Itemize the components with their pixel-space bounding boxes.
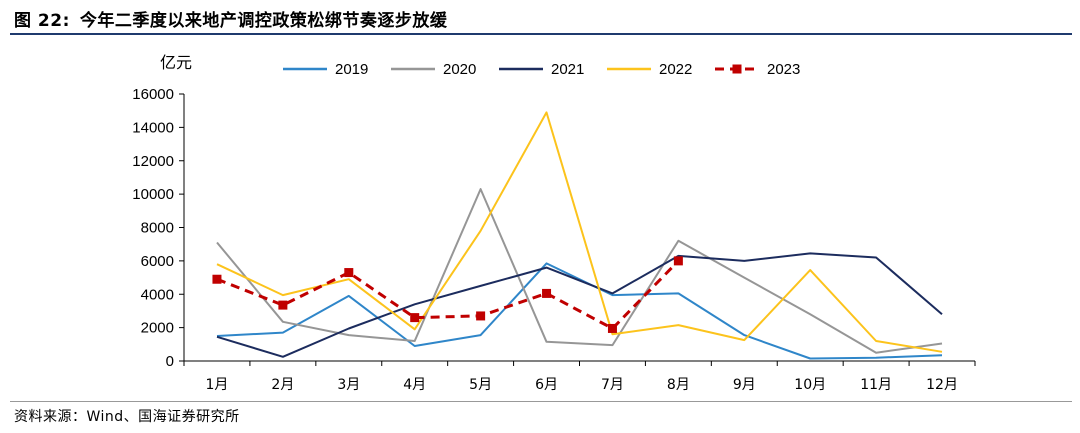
legend-marker-2023 <box>732 64 742 74</box>
data-point-2023 <box>212 274 222 284</box>
data-point-2023 <box>673 256 683 266</box>
chart-legend: 2019 2020 2021 2022 2023 <box>283 61 800 78</box>
y-tick-label: 12000 <box>132 153 174 170</box>
legend-label-2022: 2022 <box>659 61 692 78</box>
x-tick-label: 10月 <box>794 377 826 393</box>
x-tick-label: 11月 <box>860 377 892 393</box>
y-axis-unit: 亿元 <box>160 53 192 72</box>
legend-label-2021: 2021 <box>551 61 584 78</box>
x-tick-label: 2月 <box>271 377 294 393</box>
source-divider <box>10 401 1072 402</box>
data-point-2023 <box>542 288 552 298</box>
x-tick-label: 1月 <box>205 377 228 393</box>
series-line-2023 <box>216 259 680 330</box>
x-tick-label: 4月 <box>403 377 426 393</box>
data-point-2023 <box>344 268 354 278</box>
series-line-2019 <box>216 262 943 360</box>
x-tick-label: 3月 <box>337 377 360 393</box>
data-point-2023 <box>410 313 420 323</box>
x-tick-label: 8月 <box>667 377 690 393</box>
data-point-2023 <box>278 300 288 310</box>
series-line-2022 <box>216 111 943 353</box>
y-tick-label: 14000 <box>132 119 174 136</box>
series-line-2020 <box>216 188 943 354</box>
source-note: 资料来源：Wind、国海证券研究所 <box>14 409 240 425</box>
y-tick-label: 16000 <box>132 86 174 103</box>
y-tick-label: 8000 <box>141 220 174 237</box>
figure-title-text: 今年二季度以来地产调控政策松绑节奏逐步放缓 <box>79 10 448 31</box>
series-line-2021 <box>216 252 943 358</box>
chart-series <box>212 111 943 360</box>
x-tick-label: 6月 <box>535 377 558 393</box>
x-tick-label: 9月 <box>733 377 756 393</box>
y-tick-label: 4000 <box>141 286 174 303</box>
legend-label-2019: 2019 <box>335 61 368 78</box>
legend-label-2020: 2020 <box>443 61 476 78</box>
x-tick-label: 7月 <box>601 377 624 393</box>
y-tick-label: 10000 <box>132 186 174 203</box>
y-tick-label: 6000 <box>141 253 174 270</box>
x-tick-label: 12月 <box>926 377 958 393</box>
chart-axes: 0 2000 4000 6000 8000 10000 12000 14000 16000 1月 2… <box>132 53 976 393</box>
y-tick-label: 2000 <box>141 320 174 337</box>
figure-label: 图 22: <box>14 10 70 31</box>
legend-label-2023: 2023 <box>767 61 800 78</box>
x-tick-label: 5月 <box>469 377 492 393</box>
figure-title: 图 22: 今年二季度以来地产调控政策松绑节奏逐步放缓 <box>14 4 447 32</box>
y-tick-label: 0 <box>166 353 174 370</box>
title-divider <box>10 33 1072 35</box>
data-point-2023 <box>607 323 617 333</box>
data-point-2023 <box>476 311 486 321</box>
